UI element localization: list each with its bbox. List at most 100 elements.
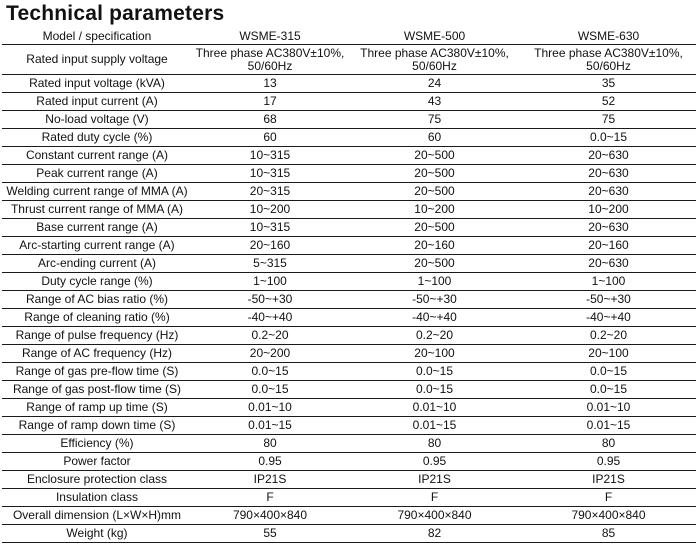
row-value-v3: -50~+30	[521, 290, 696, 309]
row-label: No-load voltage (V)	[2, 110, 192, 129]
table-row: No-load voltage (V) 68 75 75	[2, 110, 696, 129]
row-value-v2: 0.0~15	[348, 380, 521, 399]
table-row: Range of AC frequency (Hz) 20~200 20~100 20…	[2, 344, 696, 363]
row-label: Range of AC bias ratio (%)	[2, 290, 192, 309]
table-row: Constant current range (A) 10~315 20~500 20…	[2, 146, 696, 165]
table-row: Enclosure protection class IP21S IP21S IP21…	[2, 470, 696, 489]
row-value-v2: F	[348, 488, 521, 507]
row-value-v1: IP21S	[192, 470, 348, 489]
row-value-v3: F	[521, 488, 696, 507]
row-value-v1: 10~315	[192, 164, 348, 183]
row-value-v3: 20~630	[521, 146, 696, 165]
table-row: Rated input voltage (kVA) 13 24 35	[2, 74, 696, 93]
row-value-v2: 0.01~15	[348, 416, 521, 435]
row-value-v2: 1~100	[348, 272, 521, 291]
row-value-v2: 24	[348, 74, 521, 93]
table-row: Range of gas pre-flow time (S) 0.0~15 0.0~…	[2, 362, 696, 381]
row-value-v1: 0.2~20	[192, 326, 348, 345]
row-value-v2: 20~500	[348, 218, 521, 237]
table-row: Duty cycle range (%) 1~100 1~100 1~100	[2, 272, 696, 291]
row-value-v1: 10~315	[192, 146, 348, 165]
row-value-v1: 1~100	[192, 272, 348, 291]
table-row: Rated input supply voltage Three phase AC…	[2, 44, 696, 75]
row-value-v3: 0.95	[521, 452, 696, 471]
row-value-v3: 0.01~10	[521, 398, 696, 417]
row-value-v1: 20~160	[192, 236, 348, 255]
row-value-v3: 0.0~15	[521, 362, 696, 381]
row-value-v3: 35	[521, 74, 696, 93]
row-value-v3: 0.2~20	[521, 326, 696, 345]
row-value-v2: 0.01~10	[348, 398, 521, 417]
header-model-specification: Model / specification	[2, 28, 192, 45]
table-row: Rated input current (A) 17 43 52	[2, 92, 696, 111]
row-value-v1: 790×400×840	[192, 506, 348, 525]
row-value-v3: Three phase AC380V±10%, 50/60Hz	[521, 44, 696, 75]
row-value-v1: 0.01~15	[192, 416, 348, 435]
row-value-v2: 20~500	[348, 146, 521, 165]
row-label: Range of gas post-flow time (S)	[2, 380, 192, 399]
table-row: Power factor 0.95 0.95 0.95	[2, 452, 696, 471]
row-value-v2: 20~500	[348, 182, 521, 201]
row-label: Range of gas pre-flow time (S)	[2, 362, 192, 381]
row-value-v1: -50~+30	[192, 290, 348, 309]
row-value-v2: 10~200	[348, 200, 521, 219]
row-value-v2: 790×400×840	[348, 506, 521, 525]
row-value-v1: 0.0~15	[192, 380, 348, 399]
row-value-v2: 0.2~20	[348, 326, 521, 345]
row-label: Rated input supply voltage	[2, 44, 192, 75]
table-row: Thrust current range of MMA (A) 10~200 10~…	[2, 200, 696, 219]
table-row: Range of ramp up time (S) 0.01~10 0.01~10 0…	[2, 398, 696, 417]
row-label: Peak current range (A)	[2, 164, 192, 183]
row-value-v2: 82	[348, 524, 521, 543]
row-value-v2: 60	[348, 128, 521, 147]
row-value-v2: 20~500	[348, 164, 521, 183]
row-label: Range of cleaning ratio (%)	[2, 308, 192, 327]
row-value-v3: 75	[521, 110, 696, 129]
table-row: Insulation class F F F	[2, 488, 696, 507]
technical-parameters-table: Model / specification WSME-315 WSME-500 …	[2, 28, 696, 543]
row-value-v1: 13	[192, 74, 348, 93]
row-label: Range of ramp down time (S)	[2, 416, 192, 435]
row-label: Thrust current range of MMA (A)	[2, 200, 192, 219]
table-header-row: Model / specification WSME-315 WSME-500 …	[2, 28, 696, 45]
row-label: Rated input current (A)	[2, 92, 192, 111]
row-value-v3: IP21S	[521, 470, 696, 489]
table-row: Range of cleaning ratio (%) -40~+40 -40~+4…	[2, 308, 696, 327]
row-label: Power factor	[2, 452, 192, 471]
row-value-v3: 10~200	[521, 200, 696, 219]
row-label: Range of pulse frequency (Hz)	[2, 326, 192, 345]
table-row: Range of pulse frequency (Hz) 0.2~20 0.2~2…	[2, 326, 696, 345]
table-row: Rated duty cycle (%) 60 60 0.0~15	[2, 128, 696, 147]
table-row: Base current range (A) 10~315 20~500 20~630	[2, 218, 696, 237]
row-label: Rated input voltage (kVA)	[2, 74, 192, 93]
table-row: Range of ramp down time (S) 0.01~15 0.01~1…	[2, 416, 696, 435]
table-row: Overall dimension (L×W×H)mm 790×400×840 79…	[2, 506, 696, 525]
row-label: Arc-ending current (A)	[2, 254, 192, 273]
row-value-v1: F	[192, 488, 348, 507]
row-value-v3: 20~630	[521, 218, 696, 237]
table-row: Weight (kg) 55 82 85	[2, 524, 696, 543]
header-wsme-315: WSME-315	[192, 28, 348, 45]
row-value-v3: 20~100	[521, 344, 696, 363]
row-label: Efficiency (%)	[2, 434, 192, 453]
row-label: Weight (kg)	[2, 524, 192, 543]
row-value-v2: 20~100	[348, 344, 521, 363]
row-label: Overall dimension (L×W×H)mm	[2, 506, 192, 525]
row-value-v1: -40~+40	[192, 308, 348, 327]
row-value-v2: 75	[348, 110, 521, 129]
row-value-v2: 0.95	[348, 452, 521, 471]
row-value-v1: 60	[192, 128, 348, 147]
row-value-v3: 20~160	[521, 236, 696, 255]
row-label: Arc-starting current range (A)	[2, 236, 192, 255]
row-label: Enclosure protection class	[2, 470, 192, 489]
row-value-v1: 0.01~10	[192, 398, 348, 417]
row-value-v1: 55	[192, 524, 348, 543]
row-value-v1: 0.0~15	[192, 362, 348, 381]
row-value-v3: 0.0~15	[521, 380, 696, 399]
table-row: Arc-starting current range (A) 20~160 20~1…	[2, 236, 696, 255]
row-label: Range of AC frequency (Hz)	[2, 344, 192, 363]
row-value-v1: 68	[192, 110, 348, 129]
row-label: Range of ramp up time (S)	[2, 398, 192, 417]
row-label: Insulation class	[2, 488, 192, 507]
row-value-v3: 85	[521, 524, 696, 543]
